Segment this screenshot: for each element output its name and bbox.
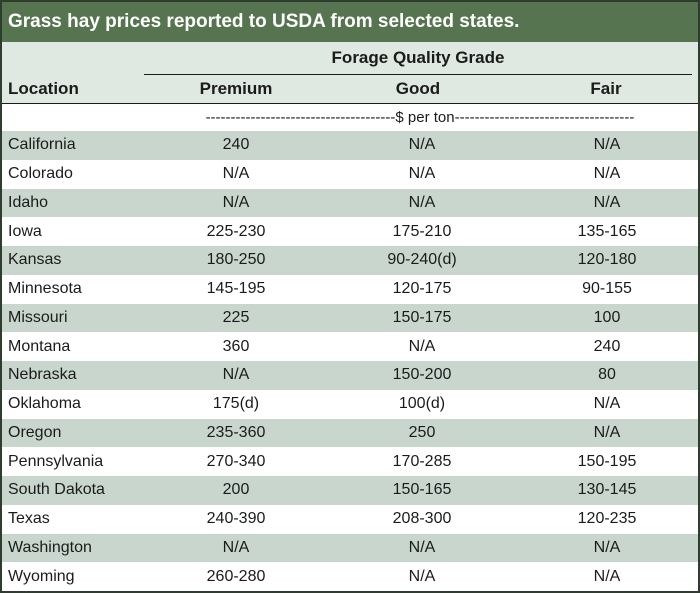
fair-price-cell: N/A [593, 136, 621, 154]
premium-price-cell: 235-360 [206, 423, 266, 441]
location-cell: California [8, 136, 76, 154]
table-header: Forage Quality Grade Location Premium Go… [2, 42, 698, 104]
fair-price-cell: N/A [593, 567, 621, 585]
good-price-cell: 175-210 [392, 222, 452, 240]
good-price-cell: 208-300 [392, 510, 452, 528]
table-row: Montana 360 N/A 240 [2, 332, 698, 361]
good-price-cell: 100(d) [398, 395, 446, 413]
fair-price-cell: 80 [598, 366, 616, 384]
column-header-location: Location [8, 79, 79, 98]
location-cell: Nebraska [8, 366, 77, 384]
units-row: --------------------------------------$ … [2, 104, 698, 131]
location-cell: South Dakota [8, 481, 105, 499]
good-price-cell: 150-175 [392, 308, 452, 326]
premium-price-cell: N/A [222, 366, 250, 384]
location-cell: Kansas [8, 251, 62, 269]
group-header-label: Forage Quality Grade [331, 48, 505, 67]
fair-price-cell: 120-235 [577, 510, 637, 528]
good-price-cell: 250 [408, 423, 436, 441]
good-price-cell: N/A [408, 567, 436, 585]
table-row: Colorado N/A N/A N/A [2, 159, 698, 189]
table-row: Nebraska N/A 150-200 80 [2, 361, 698, 390]
table-row: Pennsylvania 270-340 170-285 150-195 [2, 447, 698, 476]
table-title: Grass hay prices reported to USDA from s… [2, 2, 698, 42]
fair-price-cell: N/A [593, 193, 621, 211]
fair-price-cell: 100 [593, 308, 621, 326]
good-price-cell: N/A [408, 136, 436, 154]
table-row: Iowa 225-230 175-210 135-165 [2, 217, 698, 246]
good-price-cell: N/A [408, 193, 436, 211]
premium-price-cell: 240-390 [206, 510, 266, 528]
good-price-cell: N/A [408, 165, 436, 183]
table-row: Wyoming 260-280 N/A N/A [2, 562, 698, 591]
premium-price-cell: N/A [222, 538, 250, 556]
premium-price-cell: 360 [222, 337, 250, 355]
table-row: Idaho N/A N/A N/A [2, 188, 698, 218]
table-row: Washington N/A N/A N/A [2, 533, 698, 563]
column-header-premium: Premium [199, 79, 273, 98]
location-cell: Pennsylvania [8, 452, 104, 470]
premium-price-cell: N/A [222, 193, 250, 211]
location-cell: Iowa [8, 222, 42, 240]
good-price-cell: 120-175 [392, 280, 452, 298]
column-header-good: Good [395, 79, 441, 98]
column-header-fair: Fair [590, 79, 622, 98]
fair-price-cell: 240 [593, 337, 621, 355]
location-cell: Oklahoma [8, 395, 81, 413]
fair-price-cell: N/A [593, 538, 621, 556]
fair-price-cell: 120-180 [577, 251, 637, 269]
header-divider [2, 103, 698, 104]
location-cell: Minnesota [8, 280, 82, 298]
fair-price-cell: N/A [593, 165, 621, 183]
fair-price-cell: N/A [593, 395, 621, 413]
good-price-cell: 150-165 [392, 481, 452, 499]
location-cell: Wyoming [8, 567, 75, 585]
premium-price-cell: 200 [222, 481, 250, 499]
location-cell: Montana [8, 337, 71, 355]
location-cell: Oregon [8, 423, 62, 441]
good-price-cell: N/A [408, 538, 436, 556]
premium-price-cell: 270-340 [206, 452, 266, 470]
premium-price-cell: 260-280 [206, 567, 266, 585]
location-cell: Idaho [8, 193, 49, 211]
units-label: --------------------------------------$ … [205, 109, 635, 126]
premium-price-cell: 225-230 [206, 222, 266, 240]
location-cell: Texas [8, 510, 50, 528]
good-price-cell: 90-240(d) [387, 251, 457, 269]
fair-price-cell: 150-195 [577, 452, 637, 470]
premium-price-cell: N/A [222, 165, 250, 183]
location-cell: Colorado [8, 165, 73, 183]
good-price-cell: N/A [408, 337, 436, 355]
fair-price-cell: 135-165 [577, 222, 637, 240]
table-row: Oregon 235-360 250 N/A [2, 418, 698, 448]
fair-price-cell: 90-155 [582, 280, 632, 298]
group-header-rule [144, 74, 692, 75]
table-row: Texas 240-390 208-300 120-235 [2, 504, 698, 534]
premium-price-cell: 240 [222, 136, 250, 154]
table-row: Oklahoma 175(d) 100(d) N/A [2, 389, 698, 419]
premium-price-cell: 180-250 [206, 251, 266, 269]
premium-price-cell: 175(d) [212, 395, 260, 413]
table-row: Minnesota 145-195 120-175 90-155 [2, 274, 698, 304]
premium-price-cell: 145-195 [206, 280, 266, 298]
fair-price-cell: N/A [593, 423, 621, 441]
good-price-cell: 150-200 [392, 366, 452, 384]
price-rows: California 240 N/A N/A Colorado N/A N/A N/A Idah… [2, 131, 698, 591]
premium-price-cell: 225 [222, 308, 250, 326]
good-price-cell: 170-285 [392, 452, 452, 470]
location-cell: Washington [8, 538, 92, 556]
location-cell: Missouri [8, 308, 68, 326]
table-row: Kansas 180-250 90-240(d) 120-180 [2, 246, 698, 275]
table-row: California 240 N/A N/A [2, 131, 698, 160]
fair-price-cell: 130-145 [577, 481, 637, 499]
table-row: Missouri 225 150-175 100 [2, 303, 698, 333]
table-row: South Dakota 200 150-165 130-145 [2, 476, 698, 505]
